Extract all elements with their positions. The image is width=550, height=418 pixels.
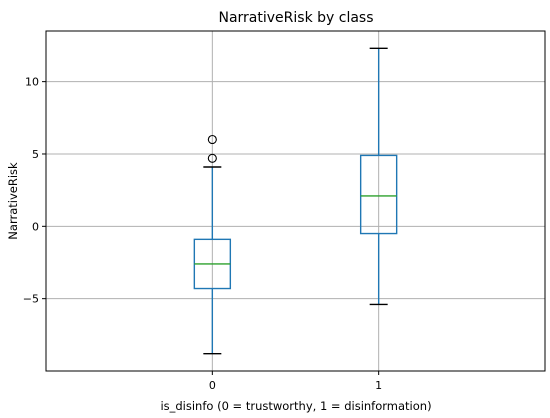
outlier-point: [207, 153, 217, 163]
y-axis-label: NarrativeRisk: [6, 162, 20, 240]
y-tick-label: 10: [25, 76, 39, 89]
x-tick-label: 0: [209, 379, 216, 392]
y-tick-label: 0: [32, 220, 39, 233]
x-axis-label: is_disinfo (0 = trustworthy, 1 = disinfo…: [160, 399, 431, 413]
plot-frame: [45, 30, 546, 372]
chart-title: NarrativeRisk by class: [218, 10, 373, 26]
box-iqr: [359, 154, 398, 235]
tick-layer: −5 0 5 10 0 1: [23, 76, 382, 392]
y-tick-label: 5: [32, 148, 39, 161]
y-tick-label: −5: [23, 293, 39, 306]
outlier-point: [207, 134, 217, 145]
x-tick-label: 1: [375, 379, 382, 392]
box-layer: [193, 47, 398, 355]
